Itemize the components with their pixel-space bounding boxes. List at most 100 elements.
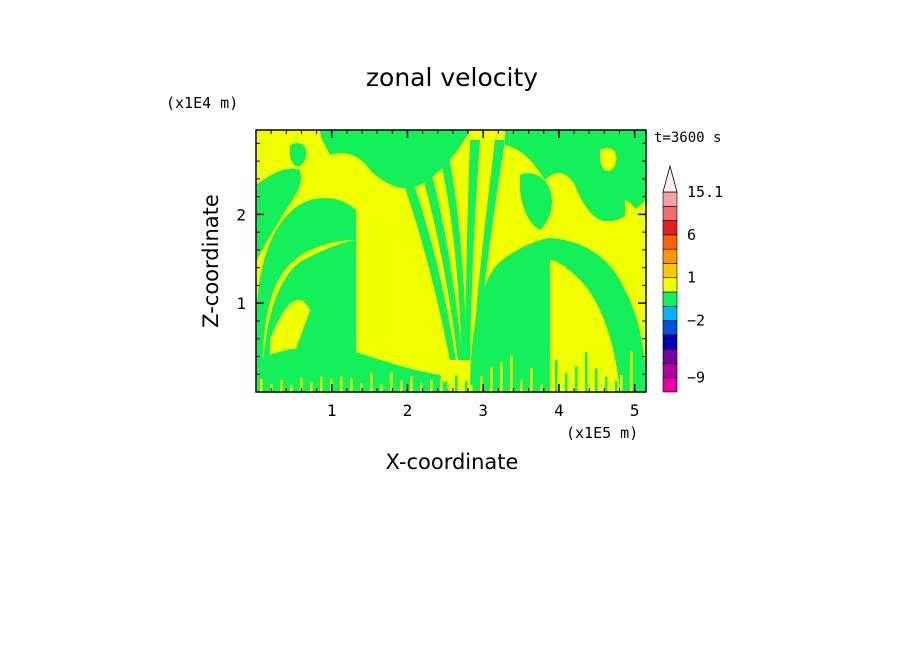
speckle-cell [355,379,358,392]
neg-streak [395,160,456,360]
y-scale-label: (x1E4 m) [166,94,238,112]
colorbar-label: 6 [687,226,696,244]
y-tick-label: 2 [236,205,246,224]
speckle-cell [415,382,418,392]
colorbar-band [662,263,678,279]
speckle-cell [325,384,328,392]
speckle-cell [510,355,513,392]
speckle-cell [600,375,603,392]
speckle-cell [430,379,433,392]
x-tick-label: 3 [478,401,488,420]
speckle-cell [445,381,448,392]
y-axis-title: Z-coordinate [199,194,223,328]
speckle-cell [515,359,518,392]
x-tick-label: 5 [630,401,640,420]
chart-title: zonal velocity [366,63,538,92]
neg-region [550,238,646,392]
speckle-cell [540,384,543,392]
speckle-cell [345,383,348,392]
neg-region [256,168,301,262]
speckle-cell [465,381,468,392]
speckle-cell [285,378,288,392]
speckle-cell [315,375,318,392]
speckle-cell [290,384,293,392]
colorbar-band [662,291,678,307]
speckle-cell [490,367,493,392]
speckle-cell [425,372,428,392]
speckle-cell [340,376,343,392]
speckle-cell [365,385,368,392]
speckle-cell [310,382,313,392]
speckle-cell [560,347,563,392]
speckle-cell [545,369,548,392]
speckle-cell [620,375,623,392]
colorbar-band [662,377,678,393]
colorbar-band [662,305,678,321]
speckle-cell [385,379,388,392]
speckle-cell [350,378,353,392]
colorbar-labels: 15.1 6 1 −2 −9 [687,183,723,387]
x-scale-label: (x1E5 m) [566,424,638,442]
speckle-cell [570,368,573,392]
colorbar-band [662,334,678,350]
pos-region [625,200,646,260]
speckle-cell [455,375,458,392]
speckle-cell [480,376,483,392]
speckle-cell [370,372,373,392]
speckle-cell [375,372,378,392]
speckle-cell [505,369,508,392]
speckle-cell [615,380,618,392]
neg-region [520,173,552,230]
speckle-cell [530,367,533,392]
neg-region [470,238,550,392]
speckle-cell [400,380,403,392]
speckle-cell [300,377,303,392]
x-axis-ticks: 1 2 3 4 5 [270,130,640,420]
speckle-cell [550,358,553,392]
speckle-cell [555,360,558,392]
speckle-cell [280,379,283,392]
speckle-cell [535,382,538,392]
colorbar-label: −2 [687,312,705,330]
speckle-cell [630,351,633,392]
bottom-speckle [260,347,638,392]
colorbar-band [662,220,678,236]
speckle-cell [500,361,503,392]
neg-region [320,130,470,189]
speckle-cell [265,378,268,392]
negative-regions [256,130,646,392]
speckle-cell [335,382,338,392]
colorbar-band [662,234,678,250]
y-tick-label: 1 [236,294,246,313]
pos-region [356,194,426,335]
x-tick-label: 4 [554,401,564,420]
colorbar-band [662,248,678,264]
y-axis-ticks: 12 [236,142,646,375]
speckle-cell [260,379,263,392]
x-tick-label: 2 [403,401,413,420]
colorbar-band [662,277,678,293]
speckle-cell [590,367,593,392]
colorbar-band [662,363,678,379]
colorbar-extend-arrow [662,164,678,193]
speckle-cell [295,373,298,392]
x-axis-title: X-coordinate [386,450,519,474]
colorbar-label: −9 [687,369,705,387]
speckle-cell [610,356,613,392]
speckle-cell [635,347,638,392]
speckle-cell [435,382,438,392]
colorbar [662,164,678,393]
speckle-cell [360,383,363,392]
speckle-cell [585,352,588,392]
pos-region [600,148,617,172]
speckle-cell [460,381,463,392]
speckle-cell [305,380,308,392]
speckle-cell [320,376,323,392]
x-tick-label: 1 [327,401,337,420]
speckle-cell [405,378,408,392]
neg-streak [415,150,463,360]
speckle-cell [380,384,383,392]
speckle-cell [580,368,583,392]
speckle-cell [485,350,488,392]
